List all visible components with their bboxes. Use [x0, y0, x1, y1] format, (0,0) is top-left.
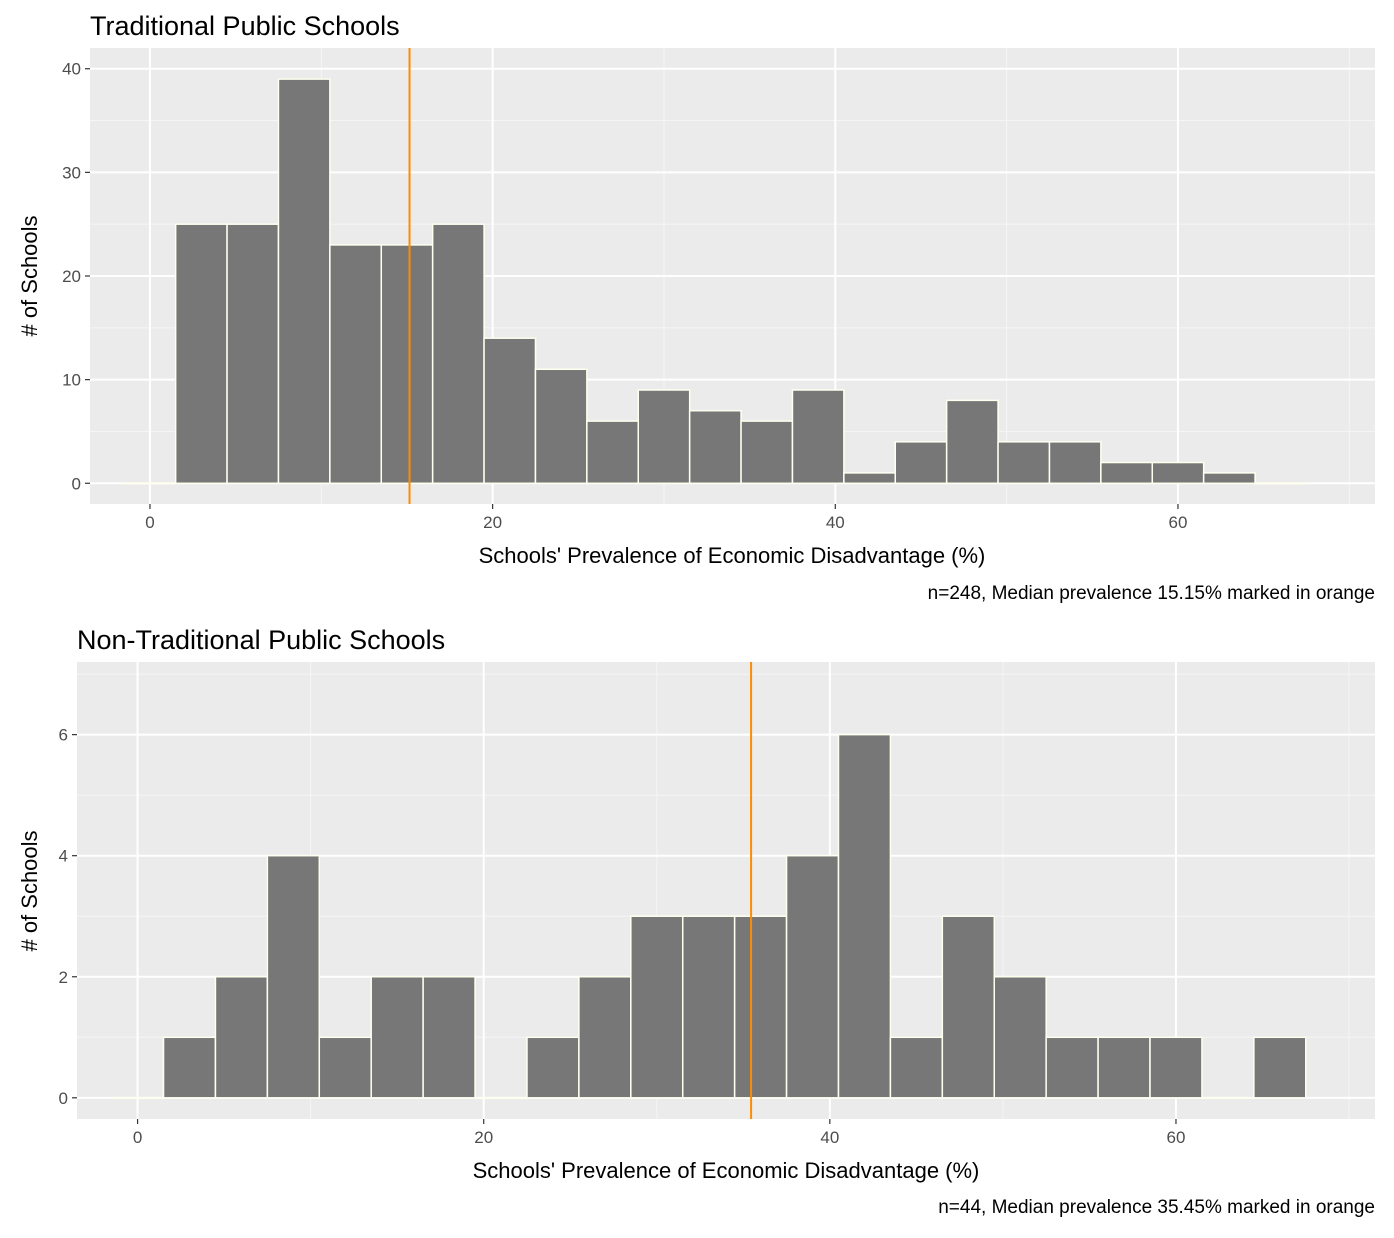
histogram-bar	[534, 368, 588, 485]
x-tick-label: 20	[474, 1128, 493, 1147]
histogram-bar	[1253, 1036, 1307, 1099]
histogram-bar	[688, 409, 742, 485]
histogram-bar	[110, 1097, 165, 1100]
y-tick-label: 20	[62, 267, 81, 286]
histogram-bar	[266, 854, 321, 1099]
histogram-bar	[483, 337, 537, 485]
histogram-bar	[586, 420, 640, 485]
histogram-bar	[162, 1036, 217, 1099]
chart-caption: n=248, Median prevalence 15.15% marked i…	[928, 583, 1375, 604]
y-axis: 0 10 20 30 40	[62, 60, 90, 493]
histogram-bar	[277, 78, 331, 485]
histogram-bar	[1202, 472, 1256, 485]
histogram-bar	[226, 223, 280, 485]
y-axis-label: # of Schools	[17, 215, 42, 336]
histogram-bar	[681, 915, 736, 1099]
histogram-bars	[123, 78, 1308, 485]
histogram-bar	[997, 441, 1051, 485]
chart-title: Non-Traditional Public Schools	[77, 625, 445, 655]
y-tick-label: 0	[59, 1089, 68, 1108]
x-tick-label: 20	[483, 513, 502, 532]
histogram-bar	[422, 976, 476, 1099]
y-axis-label: # of Schools	[17, 830, 42, 951]
chart-non-traditional-public-schools: Non-Traditional Public Schools 0 20 40 60 0…	[17, 625, 1375, 1218]
y-tick-label: 6	[59, 726, 68, 745]
histogram-bar	[578, 976, 632, 1099]
histogram-bar	[318, 1036, 372, 1099]
histogram-bar	[474, 1097, 528, 1100]
histogram-bar	[380, 244, 434, 485]
x-axis: 0 20 40 60	[133, 1119, 1186, 1147]
x-axis-label: Schools' Prevalence of Economic Disadvan…	[479, 543, 986, 568]
histogram-bar	[941, 915, 996, 1099]
x-axis-label: Schools' Prevalence of Economic Disadvan…	[473, 1158, 980, 1183]
histogram-bar	[945, 399, 999, 485]
chart-caption: n=44, Median prevalence 35.45% marked in…	[938, 1197, 1375, 1218]
y-tick-label: 2	[59, 968, 68, 987]
chart-title: Traditional Public Schools	[90, 11, 400, 41]
x-tick-label: 40	[826, 513, 845, 532]
y-tick-label: 0	[72, 474, 81, 493]
histogram-bar	[1097, 1036, 1151, 1099]
histogram-bar	[637, 389, 691, 485]
x-tick-label: 40	[820, 1128, 839, 1147]
histogram-bar	[1201, 1097, 1255, 1100]
histogram-bar	[894, 441, 948, 485]
histogram-bar	[1149, 1036, 1203, 1099]
histogram-bar	[214, 976, 269, 1099]
histogram-bar	[630, 915, 684, 1099]
histogram-bar	[843, 472, 897, 485]
histogram-bar	[1254, 482, 1308, 485]
histogram-bar	[791, 389, 845, 485]
histogram-bar	[526, 1036, 580, 1099]
x-axis: 0 20 40 60	[145, 504, 1187, 532]
histogram-bar	[370, 976, 424, 1099]
y-axis: 0 2 4 6	[59, 726, 77, 1108]
y-tick-label: 40	[62, 60, 81, 79]
histogram-bar	[993, 976, 1047, 1099]
histogram-bar	[785, 854, 840, 1099]
x-tick-label: 0	[133, 1128, 142, 1147]
histogram-bars	[110, 733, 1307, 1100]
histogram-bar	[1045, 1036, 1099, 1099]
x-tick-label: 0	[145, 513, 154, 532]
histogram-bar	[174, 223, 228, 485]
histogram-bar	[1151, 461, 1205, 485]
histogram-bar	[123, 482, 177, 485]
chart-traditional-public-schools: Traditional Public Schools 0 20 40 60 0 10 20…	[17, 11, 1375, 604]
histogram-bar	[733, 915, 788, 1099]
histogram-bar	[329, 244, 383, 485]
histogram-bar	[431, 223, 485, 485]
x-tick-label: 60	[1167, 1128, 1186, 1147]
y-tick-label: 10	[62, 371, 81, 390]
histogram-bar	[1048, 441, 1102, 485]
histogram-bar	[837, 733, 892, 1099]
y-tick-label: 4	[59, 847, 68, 866]
histogram-bar	[1100, 461, 1154, 485]
y-tick-label: 30	[62, 163, 81, 182]
histogram-bar	[740, 420, 794, 485]
histogram-bar	[889, 1036, 944, 1099]
x-tick-label: 60	[1169, 513, 1188, 532]
